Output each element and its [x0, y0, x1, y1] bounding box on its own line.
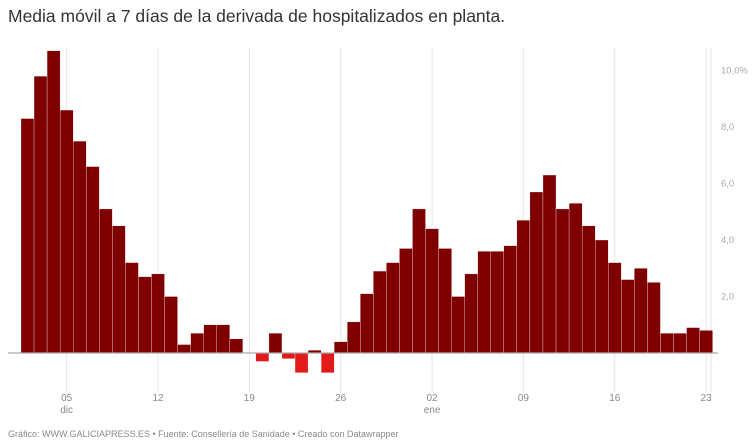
bar — [125, 262, 139, 354]
bar — [177, 344, 191, 354]
bar — [503, 245, 518, 354]
bar — [686, 327, 700, 354]
y-tick-label: 2,0 — [721, 292, 734, 303]
y-tick-label: 4,0 — [721, 235, 734, 246]
bar — [59, 109, 74, 354]
bar — [33, 76, 48, 354]
bar — [608, 262, 622, 354]
bar — [73, 140, 87, 354]
bar — [477, 251, 491, 354]
bar — [46, 50, 61, 354]
x-tick-label: 02 — [426, 393, 438, 404]
x-tick-label: 05 — [61, 393, 73, 404]
x-tick-label: 09 — [518, 393, 530, 404]
bar — [164, 296, 178, 354]
bar — [516, 220, 531, 354]
bar — [660, 333, 674, 354]
bar — [281, 352, 296, 359]
bar — [151, 273, 165, 354]
bar — [320, 352, 335, 373]
y-tick-label: 6,0 — [721, 179, 734, 190]
bar — [451, 296, 465, 354]
bar — [490, 251, 504, 354]
bar — [412, 208, 426, 354]
bar — [555, 208, 570, 354]
bar — [20, 118, 35, 354]
bar — [529, 191, 544, 354]
x-tick-label: 26 — [335, 393, 347, 404]
bar — [216, 324, 230, 354]
bar — [99, 208, 113, 354]
bar — [595, 239, 609, 354]
x-tick-label: 23 — [701, 393, 713, 404]
bar — [542, 174, 557, 354]
bar — [112, 225, 126, 354]
y-tick-label: 10,0% — [721, 66, 748, 77]
bar — [386, 262, 400, 354]
bars — [20, 50, 713, 373]
bar — [373, 270, 387, 354]
chart-title: Media móvil a 7 días de la derivada de h… — [8, 6, 506, 26]
bar — [86, 166, 100, 354]
bar — [464, 273, 478, 354]
bar — [268, 333, 283, 354]
x-tick-sublabel: dic — [60, 405, 73, 416]
x-tick-label: 19 — [244, 393, 256, 404]
bar — [568, 203, 583, 354]
bar — [360, 293, 374, 354]
bar — [673, 333, 687, 354]
x-tick-sublabel: ene — [424, 405, 441, 416]
x-tick-label: 16 — [609, 393, 621, 404]
bar — [190, 333, 204, 354]
x-tick-label: 12 — [152, 393, 164, 404]
y-tick-label: 8,0 — [721, 122, 734, 133]
bar — [581, 225, 596, 354]
bar — [647, 282, 661, 354]
bar — [347, 321, 361, 354]
bar — [634, 268, 648, 354]
bar — [438, 248, 452, 354]
bar — [399, 248, 413, 354]
bar — [138, 276, 152, 354]
bar — [255, 352, 270, 362]
bar — [229, 338, 243, 354]
bar — [203, 324, 217, 354]
bar — [294, 352, 309, 373]
bar — [699, 330, 713, 354]
bar — [425, 228, 439, 354]
bar — [334, 341, 348, 354]
bar — [621, 279, 635, 354]
chart-footer: Gráfico: WWW.GALICIAPRESS.ES • Fuente: C… — [8, 429, 399, 439]
